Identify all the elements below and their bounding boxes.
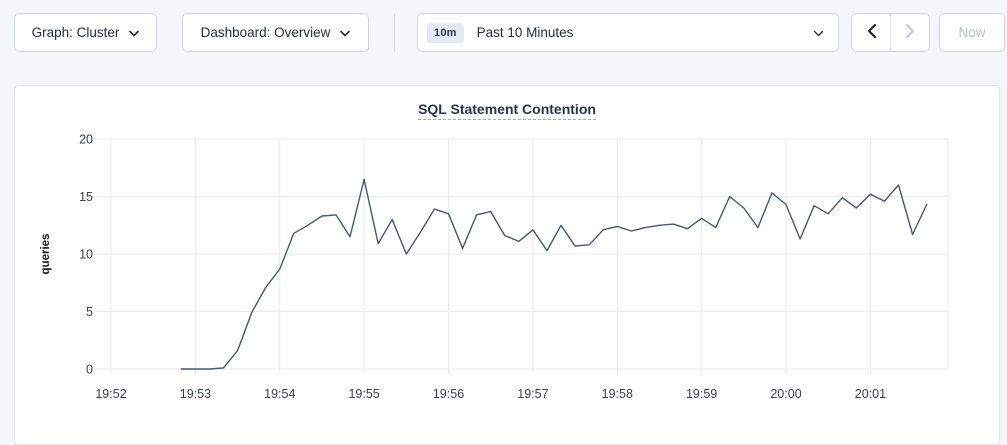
- dashboard-dropdown[interactable]: Dashboard: Overview: [182, 13, 369, 52]
- x-tick-label: 19:52: [95, 387, 126, 401]
- x-tick-label: 20:00: [770, 387, 801, 401]
- x-tick-label: 19:56: [433, 387, 464, 401]
- time-range-badge: 10m: [427, 22, 464, 43]
- x-tick-label: 20:01: [855, 387, 886, 401]
- prev-range-button[interactable]: [852, 14, 890, 51]
- x-tick-label: 19:54: [264, 387, 295, 401]
- dashboard-dropdown-label: Dashboard: Overview: [200, 25, 331, 40]
- y-axis-label: queries: [40, 234, 52, 275]
- x-tick-label: 19:55: [348, 387, 379, 401]
- chevron-right-icon: [905, 23, 916, 42]
- x-tick-label: 19:59: [686, 387, 717, 401]
- graph-dropdown-label: Graph: Cluster: [31, 25, 120, 40]
- chart-card: SQL Statement Contention 0 5 10 15 20 19:52 19…: [14, 85, 1000, 445]
- y-tick-label: 5: [86, 305, 93, 319]
- chevron-down-icon: [129, 25, 140, 40]
- y-tick-label: 15: [79, 190, 93, 204]
- time-range-arrows: [851, 13, 930, 52]
- sql-contention-chart[interactable]: 0 5 10 15 20 19:52 19:53 19:54 19:55 19:56 19:57 19…: [15, 86, 1001, 433]
- x-tick-label: 19:58: [602, 387, 633, 401]
- chart-title-row: SQL Statement Contention: [15, 86, 999, 120]
- time-range-label: Past 10 Minutes: [476, 25, 574, 40]
- next-range-button[interactable]: [890, 14, 929, 51]
- chevron-down-icon: [813, 24, 824, 42]
- chevron-down-icon: [340, 25, 351, 40]
- chart-title[interactable]: SQL Statement Contention: [418, 101, 596, 120]
- y-tick-label: 10: [79, 248, 93, 262]
- toolbar: Graph: Cluster Dashboard: Overview 10m P…: [0, 0, 1007, 66]
- graph-dropdown[interactable]: Graph: Cluster: [14, 13, 157, 52]
- chevron-left-icon: [866, 23, 877, 42]
- x-tick-label: 19:53: [180, 387, 211, 401]
- x-tick-label: 19:57: [517, 387, 548, 401]
- y-tick-label: 0: [86, 363, 93, 377]
- toolbar-divider: [394, 13, 395, 52]
- now-button[interactable]: Now: [939, 13, 1005, 52]
- time-range-select[interactable]: 10m Past 10 Minutes: [417, 13, 839, 52]
- series-line: [180, 178, 928, 370]
- y-tick-label: 20: [79, 133, 93, 147]
